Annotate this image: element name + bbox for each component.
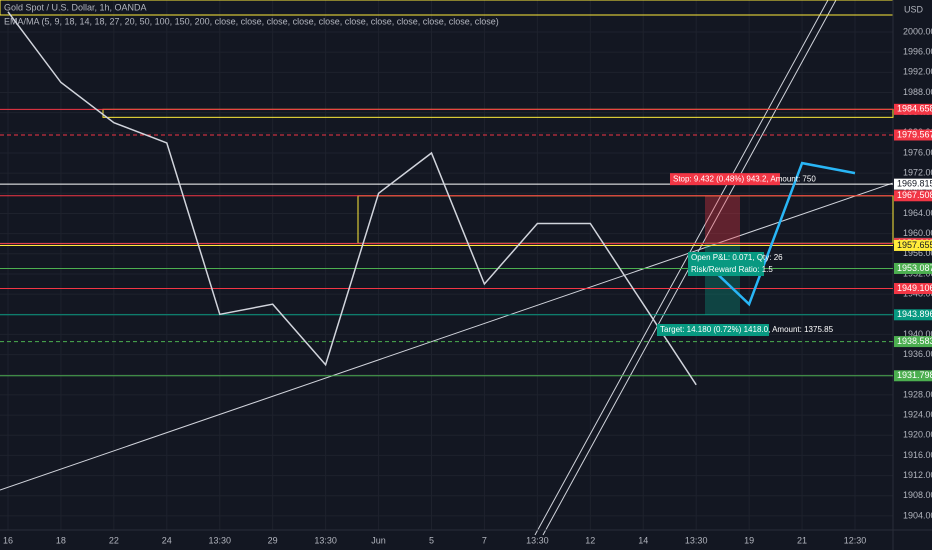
x-tick-label: 24: [162, 535, 172, 545]
x-tick-label: 13:30: [208, 535, 231, 545]
x-tick-label: 21: [797, 535, 807, 545]
price-label-bg: [894, 190, 932, 202]
x-tick-label: 7: [482, 535, 487, 545]
price-label: 1979.567: [897, 129, 932, 139]
annotation-text: Stop: 9.432 (0.48%) 943.2, Amount: 750: [673, 174, 816, 183]
x-tick-label: Jun: [371, 535, 386, 545]
indicator-label: EMA/MA (5, 9, 18, 14, 18, 27, 20, 50, 10…: [4, 16, 499, 26]
x-tick-label: 19: [744, 535, 754, 545]
y-tick-label: 1956.000: [903, 248, 932, 258]
x-tick-label: 13:30: [685, 535, 708, 545]
price-line: [7, 11, 697, 386]
price-label: 1938.583: [897, 336, 932, 346]
x-tick-label: 22: [109, 535, 119, 545]
y-tick-label: 1972.000: [903, 168, 932, 178]
price-label: 1957.655: [897, 240, 932, 250]
annotation-text: Open P&L: 0.071, Qty: 26: [691, 253, 783, 262]
y-tick-label: 1988.000: [903, 87, 932, 97]
x-tick-label: 16: [3, 535, 13, 545]
annotation-box: [688, 264, 764, 276]
price-label-bg: [894, 370, 932, 382]
price-label-bg: [894, 178, 932, 190]
price-label-bg: [894, 309, 932, 321]
price-label-bg: [894, 129, 932, 141]
x-tick-label: 12: [585, 535, 595, 545]
annotation-box: [670, 173, 780, 186]
x-tick-label: 5: [429, 535, 434, 545]
symbol-title: Gold Spot / U.S. Dollar, 1h, OANDA: [4, 2, 147, 12]
x-tick-label: 13:30: [526, 535, 549, 545]
trend-line: [534, 0, 829, 536]
x-tick-label: 12:30: [844, 535, 867, 545]
price-label: 1949.106: [897, 283, 932, 293]
price-label-bg: [894, 262, 932, 274]
y-tick-label: 1904.000: [903, 510, 932, 520]
x-tick-label: 29: [268, 535, 278, 545]
y-tick-label: 1964.000: [903, 208, 932, 218]
price-label: 1984.658: [897, 104, 932, 114]
annotation-text: Target: 14.180 (0.72%) 1418.0, Amount: 1…: [660, 325, 834, 334]
price-label: 1969.815: [897, 179, 932, 189]
currency: USD: [904, 4, 924, 14]
x-tick-label: 13:30: [314, 535, 337, 545]
price-label-bg: [894, 283, 932, 295]
y-tick-label: 1916.000: [903, 450, 932, 460]
price-label-bg: [894, 239, 932, 251]
y-tick-label: 1976.000: [903, 147, 932, 157]
x-tick-label: 14: [638, 535, 648, 545]
y-tick-label: 1996.000: [903, 47, 932, 57]
y-tick-label: 2000.000: [903, 26, 932, 36]
y-tick-label: 1908.000: [903, 490, 932, 500]
y-tick-label: 1912.000: [903, 470, 932, 480]
y-tick-label: 1920.000: [903, 430, 932, 440]
y-tick-label: 1936.000: [903, 349, 932, 359]
price-label: 1953.087: [897, 263, 932, 273]
price-label-bg: [894, 103, 932, 115]
price-label: 1967.508: [897, 190, 932, 200]
price-label: 1943.896: [897, 309, 932, 319]
stop-zone: [705, 195, 740, 244]
price-label: 1931.798: [897, 370, 932, 380]
y-tick-label: 1960.000: [903, 228, 932, 238]
annotation-box: [657, 324, 769, 336]
trend-line: [0, 182, 894, 491]
price-label-bg: [894, 336, 932, 348]
y-tick-label: 1924.000: [903, 409, 932, 419]
y-tick-label: 1940.000: [903, 329, 932, 339]
annotation-text: Risk/Reward Ratio: 1.5: [691, 265, 773, 274]
y-tick-label: 1928.000: [903, 389, 932, 399]
price-line: [695, 161, 856, 307]
x-tick-label: 18: [56, 535, 66, 545]
annotation-box: [688, 252, 764, 264]
y-tick-label: 1992.000: [903, 67, 932, 77]
